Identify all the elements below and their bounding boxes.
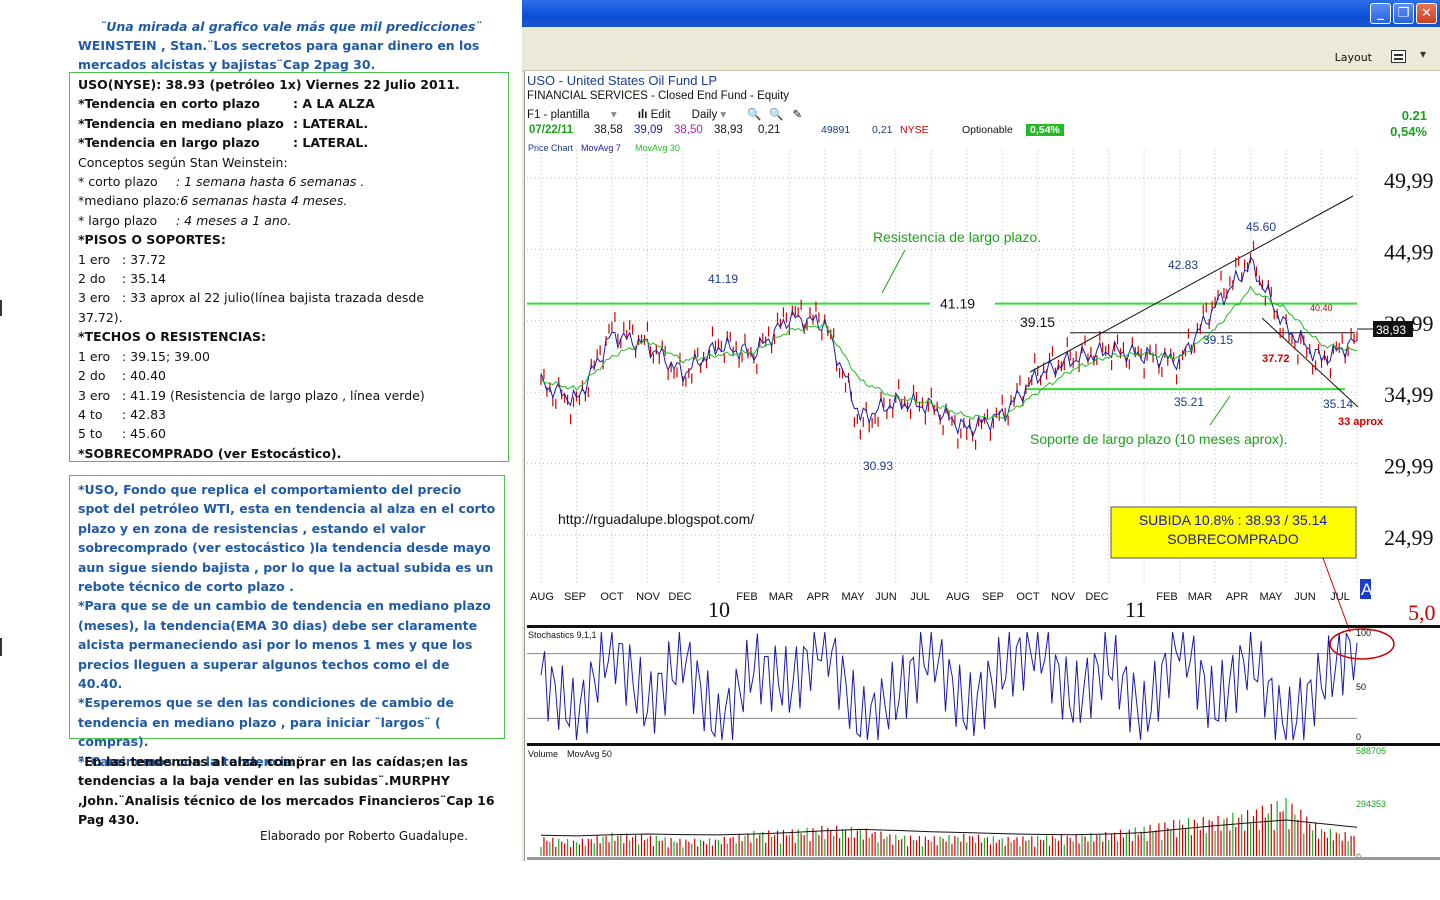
summary-line: 2 do: 40.40 [78,368,166,384]
summary-line: 1 ero: 37.72 [78,251,166,267]
summary-line: *Tendencia en mediano plazo: LATERAL. [78,115,369,131]
chart-frame-edge [522,71,525,861]
chevron-down-icon[interactable]: ▾ [1419,47,1426,61]
summary-line: *Tendencia en largo plazo: LATERAL. [78,135,369,151]
analysis-paragraph: *USO, Fondo que replica el comportamient… [78,482,496,595]
quote-volume: 49891 [821,124,851,136]
edit-button[interactable]: ılı Edit [637,109,671,121]
edge-mark [0,300,2,316]
summary-line: *mediano plazo:6 semanas hasta 4 meses. [78,193,348,209]
author-credit: Elaborado por Roberto Guadalupe. [260,829,468,843]
pct-badge: 0,54% [1026,124,1064,136]
layout-label[interactable]: Layout [1334,51,1372,64]
summary-line: *SOBRECOMPRADO (ver Estocástico). [78,445,342,461]
window-toolbar: Layout ▾ [522,27,1440,71]
quote-title: ¨Una mirada al grafico vale más que mil … [100,19,482,34]
chart-tools: F1 - plantilla ▾ ılı Edit Daily ▾ 🔍 🔍 ✎ [527,107,820,121]
optionable-label: Optionable [962,124,1013,136]
quote-exchange: NYSE [900,124,929,136]
pen-icon[interactable]: ✎ [792,109,803,121]
change-pct: 0,54% [1390,124,1427,139]
analysis-panel: ¨Una mirada al grafico vale más que mil … [0,0,522,900]
quote-high: 39,09 [634,124,663,136]
window-titlebar: _ ❐ ✕ [522,0,1440,27]
summary-line: *PISOS O SOPORTES: [78,232,226,248]
bar-chart-icon: ılı [637,109,648,121]
summary-line: Conceptos según Stan Weinstein: [78,154,288,170]
summary-line: USO(NYSE): 38.93 (petróleo 1x) Viernes 2… [78,77,460,92]
minimize-button[interactable]: _ [1370,3,1391,24]
analysis-paragraph: *Esperemos que se den las condiciones de… [78,695,454,750]
chart-window: _ ❐ ✕ Layout ▾ USO - United States Oil F… [522,0,1440,900]
period-select[interactable]: Daily ▾ [691,109,727,121]
summary-line: 37.72). [78,309,123,325]
restore-button[interactable]: ❐ [1393,3,1414,24]
analysis-paragraph: *¨Caminemos con la tendencia ¨ [78,753,304,769]
summary-line: 4 to: 42.83 [78,406,166,422]
summary-line: 1 ero: 39.15; 39.00 [78,348,210,364]
close-button[interactable]: ✕ [1416,3,1437,24]
summary-line: * corto plazo: 1 semana hasta 6 semanas … [78,174,365,190]
zoom-in-icon[interactable]: 🔍 [747,109,762,121]
quote-author: WEINSTEIN , Stan.¨Los secretos para gana… [78,38,480,72]
summary-line: 3 ero: 41.19 (Resistencia de largo plazo… [78,387,425,403]
summary-line: *Tendencia en corto plazo: A LA ALZA [78,96,375,112]
quote-low: 38,50 [674,124,703,136]
summary-box: USO(NYSE): 38.93 (petróleo 1x) Viernes 2… [69,72,509,462]
quote-change2: 0,21 [872,124,893,136]
summary-line: 2 do: 35.14 [78,271,166,287]
summary-line: * largo plazo: 4 meses a 1 ano. [78,212,292,228]
analysis-paragraph: *Para que se de un cambio de tendencia e… [78,598,491,692]
murphy-quote: ¨En las tendencias al alza, comprar en l… [78,754,495,828]
summary-line: 5 to: 45.60 [78,426,166,442]
analysis-box: *USO, Fondo que replica el comportamient… [69,475,505,769]
template-select[interactable]: F1 - plantilla ▾ [527,109,617,121]
chart-header: USO - United States Oil Fund LP FINANCIA… [527,72,1437,142]
quote-open: 38,58 [594,124,623,136]
security-name: USO - United States Oil Fund LP [527,73,718,88]
summary-line: 3 ero: 33 aprox al 22 julio(línea bajist… [78,290,425,306]
change-value: 0.21 [1401,108,1427,123]
security-category: FINANCIAL SERVICES - Closed End Fund - E… [527,90,790,102]
change-summary: 0.21 0,54% [1390,108,1427,140]
summary-line: *TECHOS O RESISTENCIAS: [78,329,267,345]
zoom-out-icon[interactable]: 🔍 [768,109,784,121]
quote-close: 38,93 [714,124,743,136]
quote-change: 0,21 [758,124,781,136]
quote-date: 07/22/11 [529,124,574,136]
weinstein-quote: ¨Una mirada al grafico vale más que mil … [78,17,518,74]
edge-mark [0,638,2,656]
layout-icon[interactable] [1391,50,1406,63]
